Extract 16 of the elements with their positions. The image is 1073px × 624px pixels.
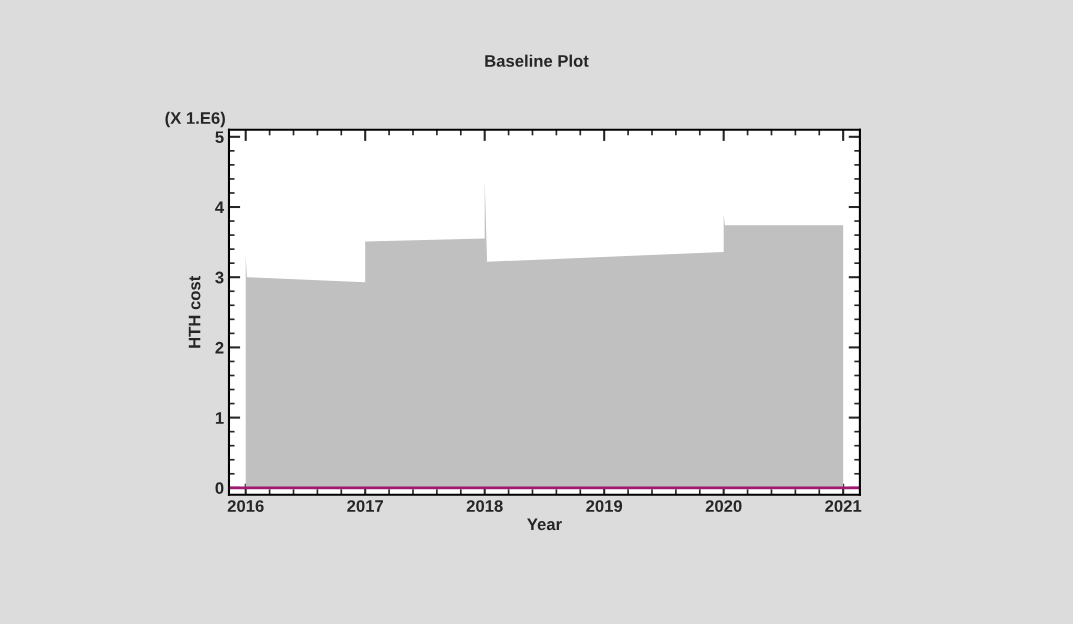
x-tick-label: 2018: [466, 500, 503, 512]
y-tick-label: 5: [215, 131, 224, 144]
y-axis-title: HTH cost: [188, 275, 201, 348]
y-tick-label: 1: [215, 412, 224, 424]
x-tick-label: 2020: [705, 500, 742, 512]
chart-title: Baseline Plot: [485, 54, 589, 67]
y-tick-label: 2: [215, 341, 224, 354]
x-tick-label: 2016: [227, 500, 264, 512]
x-axis-title: Year: [527, 518, 562, 531]
x-tick-label: 2019: [586, 500, 623, 512]
x-tick-label: 2021: [825, 500, 862, 512]
x-tick-label: 2017: [347, 500, 384, 512]
y-tick-label: 4: [215, 201, 225, 214]
text: (X 1.E6): [165, 111, 225, 128]
y-tick-label: 0: [215, 482, 224, 495]
y-tick-label: 3: [215, 271, 224, 284]
